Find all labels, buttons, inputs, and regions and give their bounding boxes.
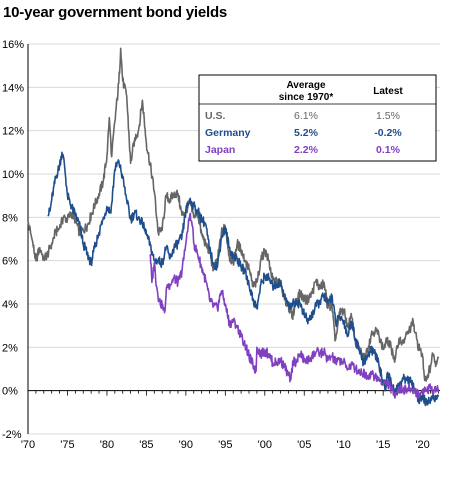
y-tick-label: 10% xyxy=(2,169,24,181)
y-tick-label: 16% xyxy=(2,39,24,51)
table-row-us-average: 6.1% xyxy=(294,110,318,122)
x-tick-label: '70 xyxy=(21,439,35,451)
series-line-us xyxy=(27,47,440,382)
x-tick-label: '80 xyxy=(100,439,114,451)
table-row-germany-name: Germany xyxy=(205,127,251,139)
x-tick-label: '85 xyxy=(139,439,153,451)
chart-title: 10-year government bond yields xyxy=(3,4,228,21)
table-row-germany-latest: -0.2% xyxy=(374,127,402,139)
y-tick-label: 8% xyxy=(2,212,18,224)
y-tick-label: 6% xyxy=(2,256,18,268)
table-row-japan-average: 2.2% xyxy=(294,144,319,156)
table-header-latest: Latest xyxy=(373,86,403,97)
x-tick-label: '75 xyxy=(60,439,74,451)
y-tick-label: 12% xyxy=(2,126,24,138)
table-row-germany-average: 5.2% xyxy=(294,127,319,139)
x-tick-label: '00 xyxy=(258,439,272,451)
table-row-japan-latest: 0.1% xyxy=(376,144,401,156)
series-line-germany xyxy=(47,151,440,407)
summary-table: Average since 1970* Latest U.S. 6.1% 1.5… xyxy=(198,74,437,162)
x-tick-label: '15 xyxy=(376,439,390,451)
x-tick-label: '10 xyxy=(337,439,351,451)
table-row-us-latest: 1.5% xyxy=(376,110,400,122)
x-tick-label: '20 xyxy=(415,439,429,451)
y-tick-label: 4% xyxy=(2,299,18,311)
series-line-japan xyxy=(149,212,440,399)
table-header-average: Average xyxy=(286,80,326,91)
x-tick-label: '05 xyxy=(297,439,311,451)
y-tick-label: 2% xyxy=(2,342,18,354)
table-header-average-since: since 1970* xyxy=(279,92,334,103)
x-tick-label: '90 xyxy=(179,439,193,451)
y-tick-label: -2% xyxy=(2,429,22,441)
y-tick-label: 14% xyxy=(2,82,24,94)
axes: 16% 14% 12% 10% 8% 6% 4% 2% 0% -2%'70 '75 '80 '85 '90… xyxy=(2,39,440,451)
x-tick-label: '95 xyxy=(218,439,232,451)
table-row-japan-name: Japan xyxy=(205,144,235,156)
series-lines xyxy=(27,47,440,407)
y-tick-label: 0% xyxy=(2,386,18,398)
table-row-us-name: U.S. xyxy=(205,110,226,122)
summary-table-frame xyxy=(198,74,437,162)
